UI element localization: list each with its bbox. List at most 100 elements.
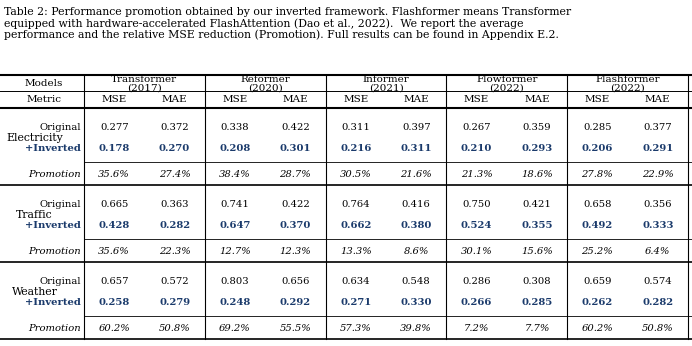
Text: 0.333: 0.333 [642, 221, 673, 230]
Text: equipped with hardware-accelerated FlashAttention (Dao et al., 2022).  We report: equipped with hardware-accelerated Flash… [4, 18, 524, 29]
Text: Promotion: Promotion [28, 324, 81, 333]
Text: 0.634: 0.634 [341, 277, 370, 286]
Text: 0.363: 0.363 [161, 200, 189, 209]
Text: 0.524: 0.524 [461, 221, 492, 230]
Text: 0.277: 0.277 [100, 123, 129, 132]
Text: 0.262: 0.262 [582, 298, 613, 307]
Text: 0.291: 0.291 [642, 144, 673, 153]
Text: 0.206: 0.206 [582, 144, 613, 153]
Text: 0.665: 0.665 [100, 200, 129, 209]
Text: Promotion: Promotion [28, 247, 81, 256]
Text: 0.416: 0.416 [402, 200, 430, 209]
Text: 0.657: 0.657 [100, 277, 129, 286]
Text: 57.3%: 57.3% [340, 324, 372, 333]
Text: 12.3%: 12.3% [280, 247, 311, 256]
Text: 0.258: 0.258 [98, 298, 130, 307]
Text: 0.330: 0.330 [401, 298, 432, 307]
Text: 0.372: 0.372 [161, 123, 189, 132]
Text: 0.267: 0.267 [462, 123, 491, 132]
Text: 0.293: 0.293 [521, 144, 553, 153]
Text: 0.377: 0.377 [644, 123, 672, 132]
Text: 0.421: 0.421 [522, 200, 552, 209]
Text: 22.3%: 22.3% [158, 247, 190, 256]
Text: 30.1%: 30.1% [461, 247, 493, 256]
Text: Flashformer: Flashformer [595, 74, 660, 83]
Text: Metric: Metric [26, 95, 62, 104]
Text: 50.8%: 50.8% [158, 324, 190, 333]
Text: 0.301: 0.301 [280, 144, 311, 153]
Text: Flowformer: Flowformer [476, 74, 538, 83]
Text: 0.355: 0.355 [521, 221, 553, 230]
Text: MAE: MAE [162, 95, 188, 104]
Text: (2022): (2022) [610, 83, 645, 92]
Text: 0.764: 0.764 [341, 200, 370, 209]
Text: 0.659: 0.659 [583, 277, 612, 286]
Text: MSE: MSE [343, 95, 368, 104]
Text: 0.359: 0.359 [522, 123, 552, 132]
Text: 69.2%: 69.2% [219, 324, 251, 333]
Text: 30.5%: 30.5% [340, 170, 372, 179]
Text: 28.7%: 28.7% [280, 170, 311, 179]
Text: Original: Original [39, 200, 81, 209]
Text: 0.308: 0.308 [522, 277, 552, 286]
Text: 0.741: 0.741 [221, 200, 249, 209]
Text: 0.279: 0.279 [159, 298, 190, 307]
Text: (2020): (2020) [248, 83, 282, 92]
Text: 0.750: 0.750 [462, 200, 491, 209]
Text: 0.572: 0.572 [161, 277, 189, 286]
Text: 0.662: 0.662 [340, 221, 372, 230]
Text: 0.548: 0.548 [402, 277, 430, 286]
Text: 0.266: 0.266 [461, 298, 492, 307]
Text: 0.803: 0.803 [221, 277, 249, 286]
Text: MAE: MAE [645, 95, 671, 104]
Text: +Inverted: +Inverted [25, 298, 81, 307]
Text: 27.4%: 27.4% [158, 170, 190, 179]
Text: 0.338: 0.338 [221, 123, 249, 132]
Text: 0.656: 0.656 [281, 277, 309, 286]
Text: (2021): (2021) [369, 83, 403, 92]
Text: 15.6%: 15.6% [521, 247, 553, 256]
Text: 0.178: 0.178 [98, 144, 130, 153]
Text: 55.5%: 55.5% [280, 324, 311, 333]
Text: 50.8%: 50.8% [642, 324, 674, 333]
Text: 0.208: 0.208 [219, 144, 251, 153]
Text: 38.4%: 38.4% [219, 170, 251, 179]
Text: MAE: MAE [282, 95, 308, 104]
Text: 0.422: 0.422 [281, 200, 310, 209]
Text: 35.6%: 35.6% [98, 170, 130, 179]
Text: 0.286: 0.286 [462, 277, 491, 286]
Text: 0.422: 0.422 [281, 123, 310, 132]
Text: 0.282: 0.282 [159, 221, 190, 230]
Text: MSE: MSE [464, 95, 489, 104]
Text: 0.380: 0.380 [401, 221, 432, 230]
Text: 0.292: 0.292 [280, 298, 311, 307]
Text: 0.574: 0.574 [644, 277, 672, 286]
Text: 0.271: 0.271 [340, 298, 372, 307]
Text: Reformer: Reformer [240, 74, 290, 83]
Text: 0.285: 0.285 [583, 123, 612, 132]
Text: 22.9%: 22.9% [642, 170, 674, 179]
Text: Traffic: Traffic [16, 210, 53, 220]
Text: 18.6%: 18.6% [521, 170, 553, 179]
Text: 0.428: 0.428 [98, 221, 130, 230]
Text: MAE: MAE [403, 95, 429, 104]
Text: 0.311: 0.311 [401, 144, 432, 153]
Text: performance and the relative MSE reduction (Promotion). Full results can be foun: performance and the relative MSE reducti… [4, 29, 559, 39]
Text: 6.4%: 6.4% [645, 247, 671, 256]
Text: 25.2%: 25.2% [581, 247, 613, 256]
Text: (2017): (2017) [127, 83, 162, 92]
Text: 0.658: 0.658 [583, 200, 612, 209]
Text: 0.216: 0.216 [340, 144, 372, 153]
Text: Table 2: Performance promotion obtained by our inverted framework. Flashformer m: Table 2: Performance promotion obtained … [4, 7, 571, 17]
Text: 8.6%: 8.6% [403, 247, 429, 256]
Text: 13.3%: 13.3% [340, 247, 372, 256]
Text: 0.356: 0.356 [644, 200, 672, 209]
Text: Weather: Weather [12, 287, 57, 297]
Text: Electricity: Electricity [6, 133, 63, 143]
Text: MSE: MSE [102, 95, 127, 104]
Text: MSE: MSE [585, 95, 610, 104]
Text: 0.285: 0.285 [521, 298, 553, 307]
Text: MSE: MSE [222, 95, 248, 104]
Text: 0.311: 0.311 [341, 123, 370, 132]
Text: 0.647: 0.647 [219, 221, 251, 230]
